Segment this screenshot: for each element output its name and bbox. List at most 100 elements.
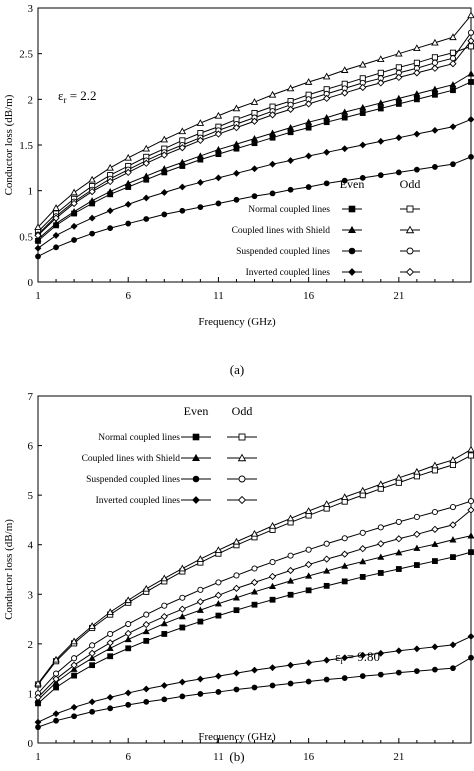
data-point [305,152,313,160]
data-point [287,552,294,559]
data-point [125,220,132,227]
y-tick-label: 0.5 [19,231,33,243]
epsilon-symbol: ε [58,88,64,103]
data-point [323,656,331,664]
data-point [286,566,295,575]
data-point [89,230,96,237]
data-point [251,193,258,200]
data-point [52,219,60,227]
data-point [70,703,78,711]
data-point [305,118,313,125]
data-point [449,33,457,41]
data-point [232,584,241,592]
data-point [160,612,168,621]
data-point [142,584,151,592]
data-point [431,85,439,92]
legend-label: Suspended coupled lines [236,247,330,257]
data-point [215,579,222,586]
epsilon-value: = 2.2 [66,88,96,103]
data-point [70,637,78,645]
data-point [269,559,276,566]
data-point [341,550,349,558]
x-tick-label: 16 [303,751,315,763]
data-point [467,498,474,505]
data-point [179,207,186,214]
data-point [340,493,349,500]
y-tick-label: 3 [28,589,34,601]
data-point [215,672,222,680]
data-point [215,612,222,619]
y-tick-label: 0 [28,738,34,750]
data-point [287,577,295,584]
data-point [395,134,403,142]
data-point [124,200,132,208]
data-point [287,661,294,669]
data-point [305,572,313,579]
data-point [214,591,223,599]
legend-marker [406,205,414,213]
y-tick-label: 6 [28,441,34,453]
data-point [431,38,439,46]
data-point [161,696,168,703]
y-tick-label: 1.5 [19,140,33,152]
data-point [468,549,474,556]
data-point [467,633,474,640]
data-point [413,530,421,538]
data-point [468,79,474,85]
x-tick-label: 21 [393,290,404,302]
data-point [52,655,60,663]
data-point [160,682,168,689]
series-2 [34,532,474,703]
data-point [179,624,186,631]
data-point [413,90,421,97]
data-point [359,174,366,181]
data-point [449,81,457,88]
legend-header-even: Even [340,177,365,191]
data-point [71,713,77,720]
data-point [287,591,294,598]
data-point [449,60,457,68]
y-tick-label: 2.5 [19,49,33,61]
data-point [377,172,384,179]
data-point [377,480,385,488]
data-point [377,69,384,76]
data-point [142,159,150,167]
data-point [142,144,151,152]
data-point [467,43,474,50]
data-point [395,73,403,82]
data-point [71,237,77,243]
data-point [232,537,241,545]
data-point [251,134,258,142]
data-point [323,582,330,589]
data-point [251,684,258,691]
data-point [467,532,474,539]
data-point [70,208,78,215]
data-point [160,135,169,143]
data-point [106,207,114,215]
series-4 [35,153,474,260]
y-tick-label: 7 [28,391,34,403]
data-point [359,529,366,536]
data-point [323,555,331,563]
data-point [377,137,385,145]
data-point [70,222,78,230]
series-4 [35,654,474,731]
data-point [305,546,312,553]
data-point [449,503,457,511]
data-point [395,94,403,102]
series-7 [34,37,474,240]
data-point [233,196,240,203]
data-point [305,124,312,131]
legend-header-odd: Odd [400,177,421,191]
series-line [37,551,472,704]
data-point [269,596,276,603]
data-point [395,101,402,107]
data-point [341,177,348,184]
data-point [304,100,313,108]
data-point [286,514,295,522]
data-point [88,197,96,204]
data-point [196,598,205,606]
data-point [467,116,474,123]
legend-marker [406,247,414,255]
legend-marker [348,247,356,255]
